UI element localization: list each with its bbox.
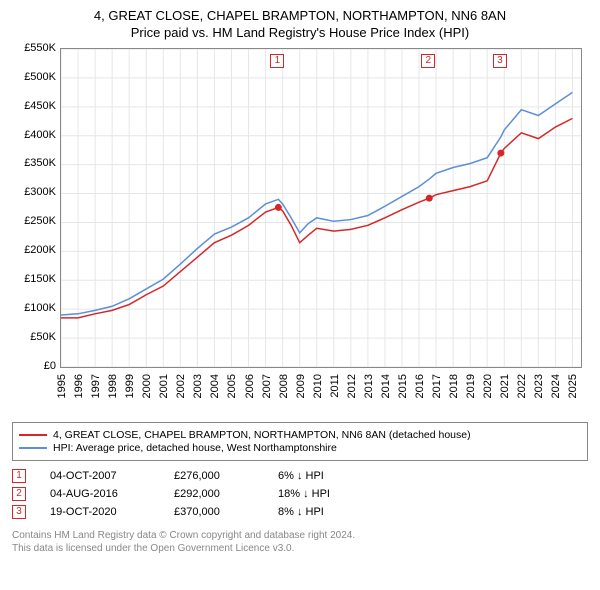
- y-tick-label: £50K: [30, 331, 56, 343]
- sale-date-2: 04-AUG-2016: [50, 488, 150, 500]
- sale-date-1: 04-OCT-2007: [50, 470, 150, 482]
- x-tick-label: 2000: [141, 374, 153, 398]
- sale-row-1: 1 04-OCT-2007 £276,000 6% ↓ HPI: [12, 469, 588, 483]
- footer: Contains HM Land Registry data © Crown c…: [12, 529, 588, 555]
- chart-container: 4, GREAT CLOSE, CHAPEL BRAMPTON, NORTHAM…: [0, 0, 600, 416]
- y-tick-label: £400K: [24, 129, 56, 141]
- sale-diff-2: 18% ↓ HPI: [278, 488, 378, 500]
- sale-price-1: £276,000: [174, 470, 254, 482]
- sale-date-3: 19-OCT-2020: [50, 506, 150, 518]
- sales-table: 1 04-OCT-2007 £276,000 6% ↓ HPI 2 04-AUG…: [12, 469, 588, 519]
- x-tick-label: 2003: [192, 374, 204, 398]
- x-tick-label: 2019: [465, 374, 477, 398]
- footer-line-2: This data is licensed under the Open Gov…: [12, 542, 588, 555]
- x-tick-label: 2002: [175, 374, 187, 398]
- y-tick-label: £350K: [24, 157, 56, 169]
- legend-label-1: 4, GREAT CLOSE, CHAPEL BRAMPTON, NORTHAM…: [53, 429, 471, 441]
- legend-item-1: 4, GREAT CLOSE, CHAPEL BRAMPTON, NORTHAM…: [19, 429, 581, 441]
- x-tick-label: 2020: [482, 374, 494, 398]
- x-tick-label: 2001: [158, 374, 170, 398]
- chart-title-1: 4, GREAT CLOSE, CHAPEL BRAMPTON, NORTHAM…: [12, 8, 588, 25]
- sale-marker-1: 1: [12, 469, 26, 483]
- sale-diff-3: 8% ↓ HPI: [278, 506, 378, 518]
- legend-item-2: HPI: Average price, detached house, West…: [19, 442, 581, 454]
- y-tick-label: £300K: [24, 186, 56, 198]
- x-tick-label: 2008: [278, 374, 290, 398]
- chart-svg: [61, 49, 581, 367]
- x-tick-label: 2011: [329, 374, 341, 398]
- x-tick-label: 1997: [90, 374, 102, 398]
- y-tick-label: £200K: [24, 244, 56, 256]
- x-tick-label: 1998: [107, 374, 119, 398]
- x-axis: 1995199619971998199920002001200220032004…: [60, 370, 582, 408]
- x-tick-label: 2024: [550, 374, 562, 398]
- y-axis: £0£50K£100K£150K£200K£250K£300K£350K£400…: [12, 48, 58, 368]
- sale-price-2: £292,000: [174, 488, 254, 500]
- y-tick-label: £250K: [24, 215, 56, 227]
- x-tick-label: 2007: [261, 374, 273, 398]
- x-tick-label: 2015: [397, 374, 409, 398]
- sale-row-2: 2 04-AUG-2016 £292,000 18% ↓ HPI: [12, 487, 588, 501]
- x-tick-label: 2014: [380, 374, 392, 398]
- chart-title-2: Price paid vs. HM Land Registry's House …: [12, 25, 588, 42]
- plot-area: [60, 48, 582, 368]
- x-tick-label: 2022: [516, 374, 528, 398]
- y-tick-label: £450K: [24, 100, 56, 112]
- x-tick-label: 2025: [567, 374, 579, 398]
- x-tick-label: 2017: [431, 374, 443, 398]
- x-tick-label: 2023: [533, 374, 545, 398]
- legend-label-2: HPI: Average price, detached house, West…: [53, 442, 337, 454]
- x-tick-label: 2010: [312, 374, 324, 398]
- y-tick-label: £550K: [24, 42, 56, 54]
- legend-swatch-1: [19, 434, 47, 436]
- x-tick-label: 2005: [226, 374, 238, 398]
- y-tick-label: £150K: [24, 273, 56, 285]
- sale-marker-box: 2: [421, 54, 435, 68]
- sale-price-3: £370,000: [174, 506, 254, 518]
- y-tick-label: £0: [44, 360, 56, 372]
- x-tick-label: 2013: [363, 374, 375, 398]
- chart-area: £0 £50K £100K £150K £200K £250K £300K £350K £400…: [12, 48, 588, 408]
- y-tick-label: £100K: [24, 302, 56, 314]
- legend: 4, GREAT CLOSE, CHAPEL BRAMPTON, NORTHAM…: [12, 422, 588, 461]
- x-tick-label: 2009: [295, 374, 307, 398]
- x-tick-label: 1999: [124, 374, 136, 398]
- sale-marker-3: 3: [12, 505, 26, 519]
- sale-marker-box: 3: [493, 54, 507, 68]
- x-tick-label: 1995: [56, 374, 68, 398]
- y-tick-label: £500K: [24, 71, 56, 83]
- x-tick-label: 2018: [448, 374, 460, 398]
- footer-line-1: Contains HM Land Registry data © Crown c…: [12, 529, 588, 542]
- sale-diff-1: 6% ↓ HPI: [278, 470, 378, 482]
- x-tick-label: 2021: [499, 374, 511, 398]
- sale-marker-2: 2: [12, 487, 26, 501]
- x-tick-label: 1996: [73, 374, 85, 398]
- sale-row-3: 3 19-OCT-2020 £370,000 8% ↓ HPI: [12, 505, 588, 519]
- sale-marker-box: 1: [270, 54, 284, 68]
- x-tick-label: 2012: [346, 374, 358, 398]
- x-tick-label: 2006: [244, 374, 256, 398]
- legend-swatch-2: [19, 447, 47, 449]
- x-tick-label: 2016: [414, 374, 426, 398]
- x-tick-label: 2004: [209, 374, 221, 398]
